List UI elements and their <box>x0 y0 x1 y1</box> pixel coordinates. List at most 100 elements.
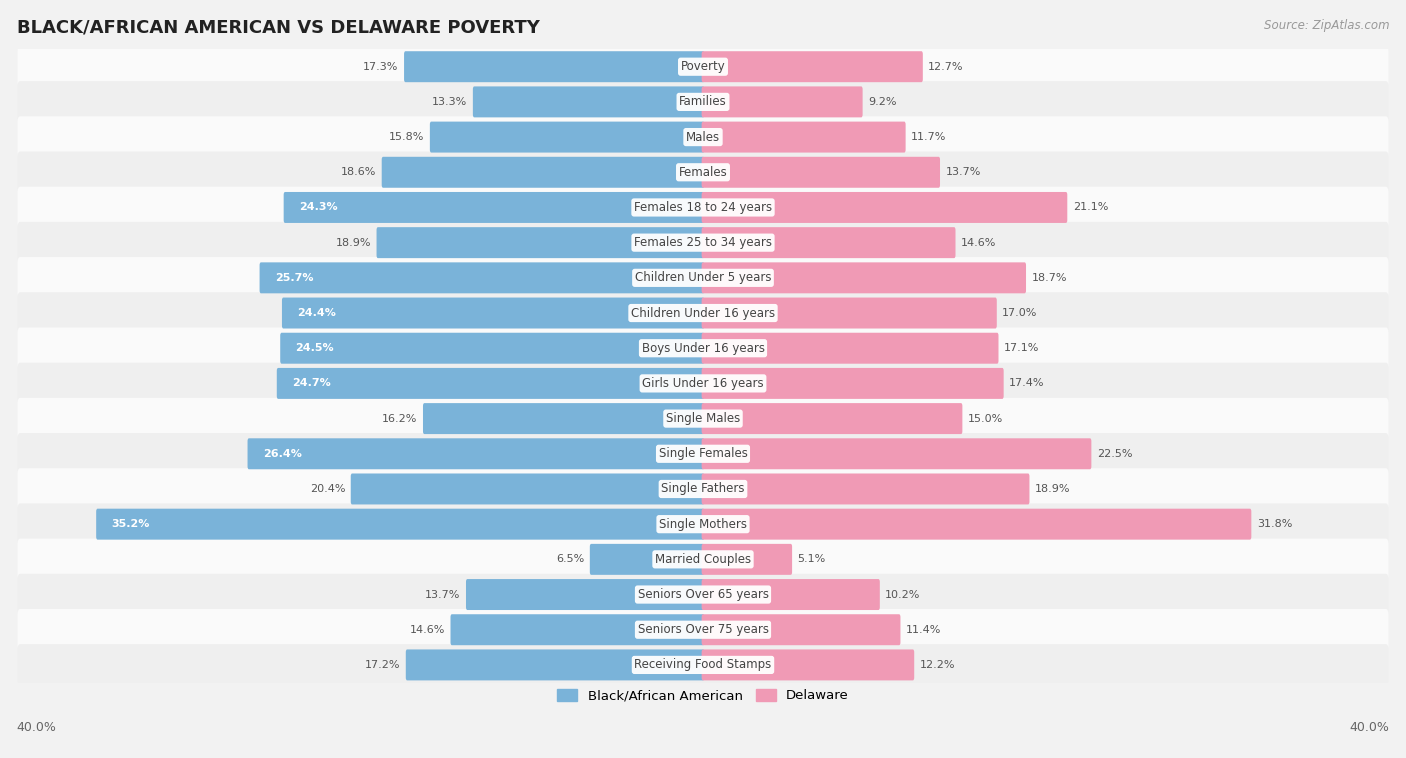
FancyBboxPatch shape <box>18 81 1388 123</box>
Text: 17.2%: 17.2% <box>364 660 401 670</box>
FancyBboxPatch shape <box>18 503 1388 545</box>
FancyBboxPatch shape <box>18 152 1388 193</box>
FancyBboxPatch shape <box>406 650 704 681</box>
Text: Boys Under 16 years: Boys Under 16 years <box>641 342 765 355</box>
FancyBboxPatch shape <box>404 52 704 82</box>
Text: 5.1%: 5.1% <box>797 554 825 565</box>
FancyBboxPatch shape <box>702 474 1029 505</box>
FancyBboxPatch shape <box>18 609 1388 650</box>
FancyBboxPatch shape <box>18 46 1388 87</box>
FancyBboxPatch shape <box>702 579 880 610</box>
FancyBboxPatch shape <box>96 509 704 540</box>
Text: 17.4%: 17.4% <box>1010 378 1045 388</box>
Text: 13.3%: 13.3% <box>432 97 467 107</box>
Text: Single Mothers: Single Mothers <box>659 518 747 531</box>
Text: 21.1%: 21.1% <box>1073 202 1108 212</box>
FancyBboxPatch shape <box>247 438 704 469</box>
Text: Girls Under 16 years: Girls Under 16 years <box>643 377 763 390</box>
FancyBboxPatch shape <box>702 298 997 328</box>
Text: 13.7%: 13.7% <box>945 168 981 177</box>
Text: 40.0%: 40.0% <box>1350 721 1389 734</box>
Text: 17.1%: 17.1% <box>1004 343 1039 353</box>
Text: 9.2%: 9.2% <box>868 97 897 107</box>
FancyBboxPatch shape <box>18 222 1388 264</box>
Text: Females: Females <box>679 166 727 179</box>
FancyBboxPatch shape <box>381 157 704 188</box>
Text: BLACK/AFRICAN AMERICAN VS DELAWARE POVERTY: BLACK/AFRICAN AMERICAN VS DELAWARE POVER… <box>17 19 540 37</box>
FancyBboxPatch shape <box>18 398 1388 440</box>
Text: Poverty: Poverty <box>681 60 725 74</box>
FancyBboxPatch shape <box>702 544 792 575</box>
FancyBboxPatch shape <box>702 368 1004 399</box>
Text: 15.0%: 15.0% <box>967 414 1002 424</box>
FancyBboxPatch shape <box>18 186 1388 228</box>
Text: Children Under 16 years: Children Under 16 years <box>631 306 775 320</box>
Text: 20.4%: 20.4% <box>309 484 346 494</box>
FancyBboxPatch shape <box>283 298 704 328</box>
FancyBboxPatch shape <box>702 157 941 188</box>
FancyBboxPatch shape <box>18 644 1388 686</box>
FancyBboxPatch shape <box>423 403 704 434</box>
FancyBboxPatch shape <box>18 539 1388 580</box>
Text: 16.2%: 16.2% <box>382 414 418 424</box>
FancyBboxPatch shape <box>260 262 704 293</box>
FancyBboxPatch shape <box>284 192 704 223</box>
FancyBboxPatch shape <box>702 403 962 434</box>
FancyBboxPatch shape <box>702 121 905 152</box>
Text: 12.2%: 12.2% <box>920 660 955 670</box>
Text: 24.5%: 24.5% <box>295 343 335 353</box>
FancyBboxPatch shape <box>702 192 1067 223</box>
FancyBboxPatch shape <box>450 614 704 645</box>
Text: 18.7%: 18.7% <box>1032 273 1067 283</box>
Text: 24.4%: 24.4% <box>297 308 336 318</box>
Text: Children Under 5 years: Children Under 5 years <box>634 271 772 284</box>
FancyBboxPatch shape <box>18 574 1388 615</box>
FancyBboxPatch shape <box>350 474 704 505</box>
Text: Married Couples: Married Couples <box>655 553 751 566</box>
Text: Seniors Over 65 years: Seniors Over 65 years <box>637 588 769 601</box>
Text: 24.3%: 24.3% <box>299 202 337 212</box>
Text: 15.8%: 15.8% <box>389 132 425 142</box>
Text: Source: ZipAtlas.com: Source: ZipAtlas.com <box>1264 19 1389 32</box>
Text: 11.4%: 11.4% <box>905 625 942 634</box>
Text: Seniors Over 75 years: Seniors Over 75 years <box>637 623 769 636</box>
FancyBboxPatch shape <box>377 227 704 258</box>
Text: Females 25 to 34 years: Females 25 to 34 years <box>634 236 772 249</box>
Text: 26.4%: 26.4% <box>263 449 301 459</box>
FancyBboxPatch shape <box>702 509 1251 540</box>
FancyBboxPatch shape <box>18 327 1388 369</box>
Text: 18.9%: 18.9% <box>336 238 371 248</box>
Text: 10.2%: 10.2% <box>886 590 921 600</box>
Text: 31.8%: 31.8% <box>1257 519 1292 529</box>
Text: 22.5%: 22.5% <box>1097 449 1132 459</box>
Text: 18.6%: 18.6% <box>340 168 377 177</box>
FancyBboxPatch shape <box>472 86 704 117</box>
Text: 13.7%: 13.7% <box>425 590 461 600</box>
FancyBboxPatch shape <box>702 227 956 258</box>
Text: Receiving Food Stamps: Receiving Food Stamps <box>634 659 772 672</box>
Text: 14.6%: 14.6% <box>409 625 446 634</box>
FancyBboxPatch shape <box>591 544 704 575</box>
FancyBboxPatch shape <box>280 333 704 364</box>
FancyBboxPatch shape <box>18 293 1388 334</box>
Text: 17.0%: 17.0% <box>1002 308 1038 318</box>
FancyBboxPatch shape <box>702 262 1026 293</box>
FancyBboxPatch shape <box>702 650 914 681</box>
FancyBboxPatch shape <box>277 368 704 399</box>
Legend: Black/African American, Delaware: Black/African American, Delaware <box>553 684 853 707</box>
FancyBboxPatch shape <box>18 468 1388 509</box>
Text: 11.7%: 11.7% <box>911 132 946 142</box>
FancyBboxPatch shape <box>702 333 998 364</box>
Text: 18.9%: 18.9% <box>1035 484 1070 494</box>
Text: Females 18 to 24 years: Females 18 to 24 years <box>634 201 772 214</box>
Text: 6.5%: 6.5% <box>555 554 585 565</box>
Text: 24.7%: 24.7% <box>292 378 330 388</box>
FancyBboxPatch shape <box>430 121 704 152</box>
Text: Single Fathers: Single Fathers <box>661 483 745 496</box>
Text: Males: Males <box>686 130 720 143</box>
FancyBboxPatch shape <box>465 579 704 610</box>
FancyBboxPatch shape <box>702 52 922 82</box>
FancyBboxPatch shape <box>702 438 1091 469</box>
FancyBboxPatch shape <box>702 614 900 645</box>
Text: 17.3%: 17.3% <box>363 61 398 72</box>
